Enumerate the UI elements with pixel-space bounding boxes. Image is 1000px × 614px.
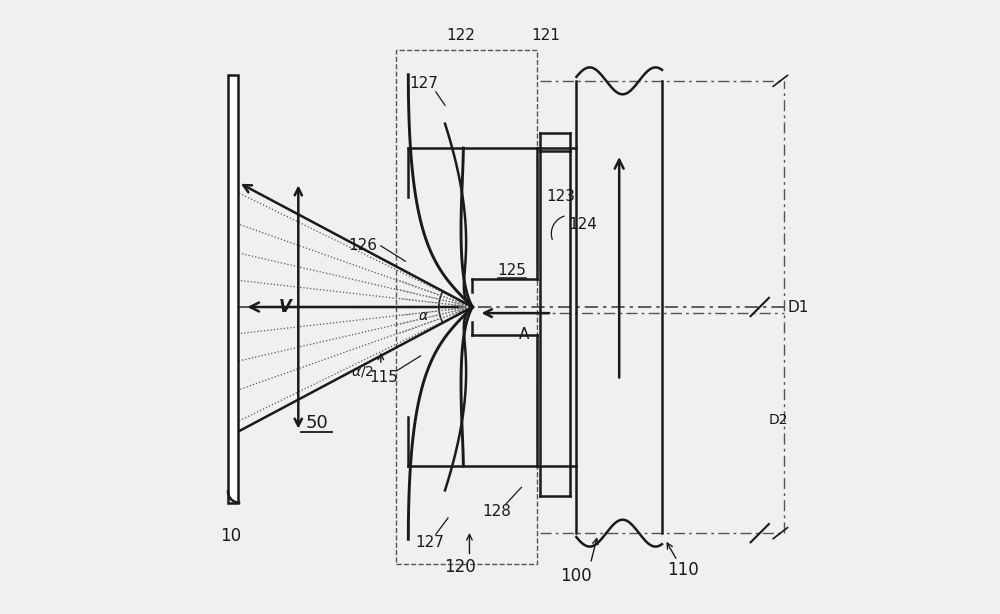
Text: 110: 110 <box>667 561 699 579</box>
Text: D2: D2 <box>769 413 788 427</box>
Text: A: A <box>519 327 530 342</box>
Text: 100: 100 <box>561 567 592 585</box>
Text: 115: 115 <box>369 370 398 385</box>
Text: 10: 10 <box>220 527 242 545</box>
Text: V: V <box>278 298 291 316</box>
Text: 50: 50 <box>305 414 328 432</box>
Text: 127: 127 <box>415 535 444 550</box>
Text: 123: 123 <box>547 190 576 204</box>
Text: 127: 127 <box>409 76 438 91</box>
Bar <box>396 50 537 564</box>
Text: $\alpha$: $\alpha$ <box>418 309 429 323</box>
Text: 124: 124 <box>568 217 597 232</box>
Text: 126: 126 <box>348 238 377 254</box>
Text: D1: D1 <box>787 300 809 314</box>
Text: 121: 121 <box>531 28 560 42</box>
Text: 122: 122 <box>446 28 475 42</box>
Text: 128: 128 <box>483 504 511 519</box>
Bar <box>228 75 238 503</box>
Text: 125: 125 <box>498 263 527 278</box>
Text: $\alpha$/2: $\alpha$/2 <box>351 363 374 379</box>
Text: 120: 120 <box>444 558 476 576</box>
